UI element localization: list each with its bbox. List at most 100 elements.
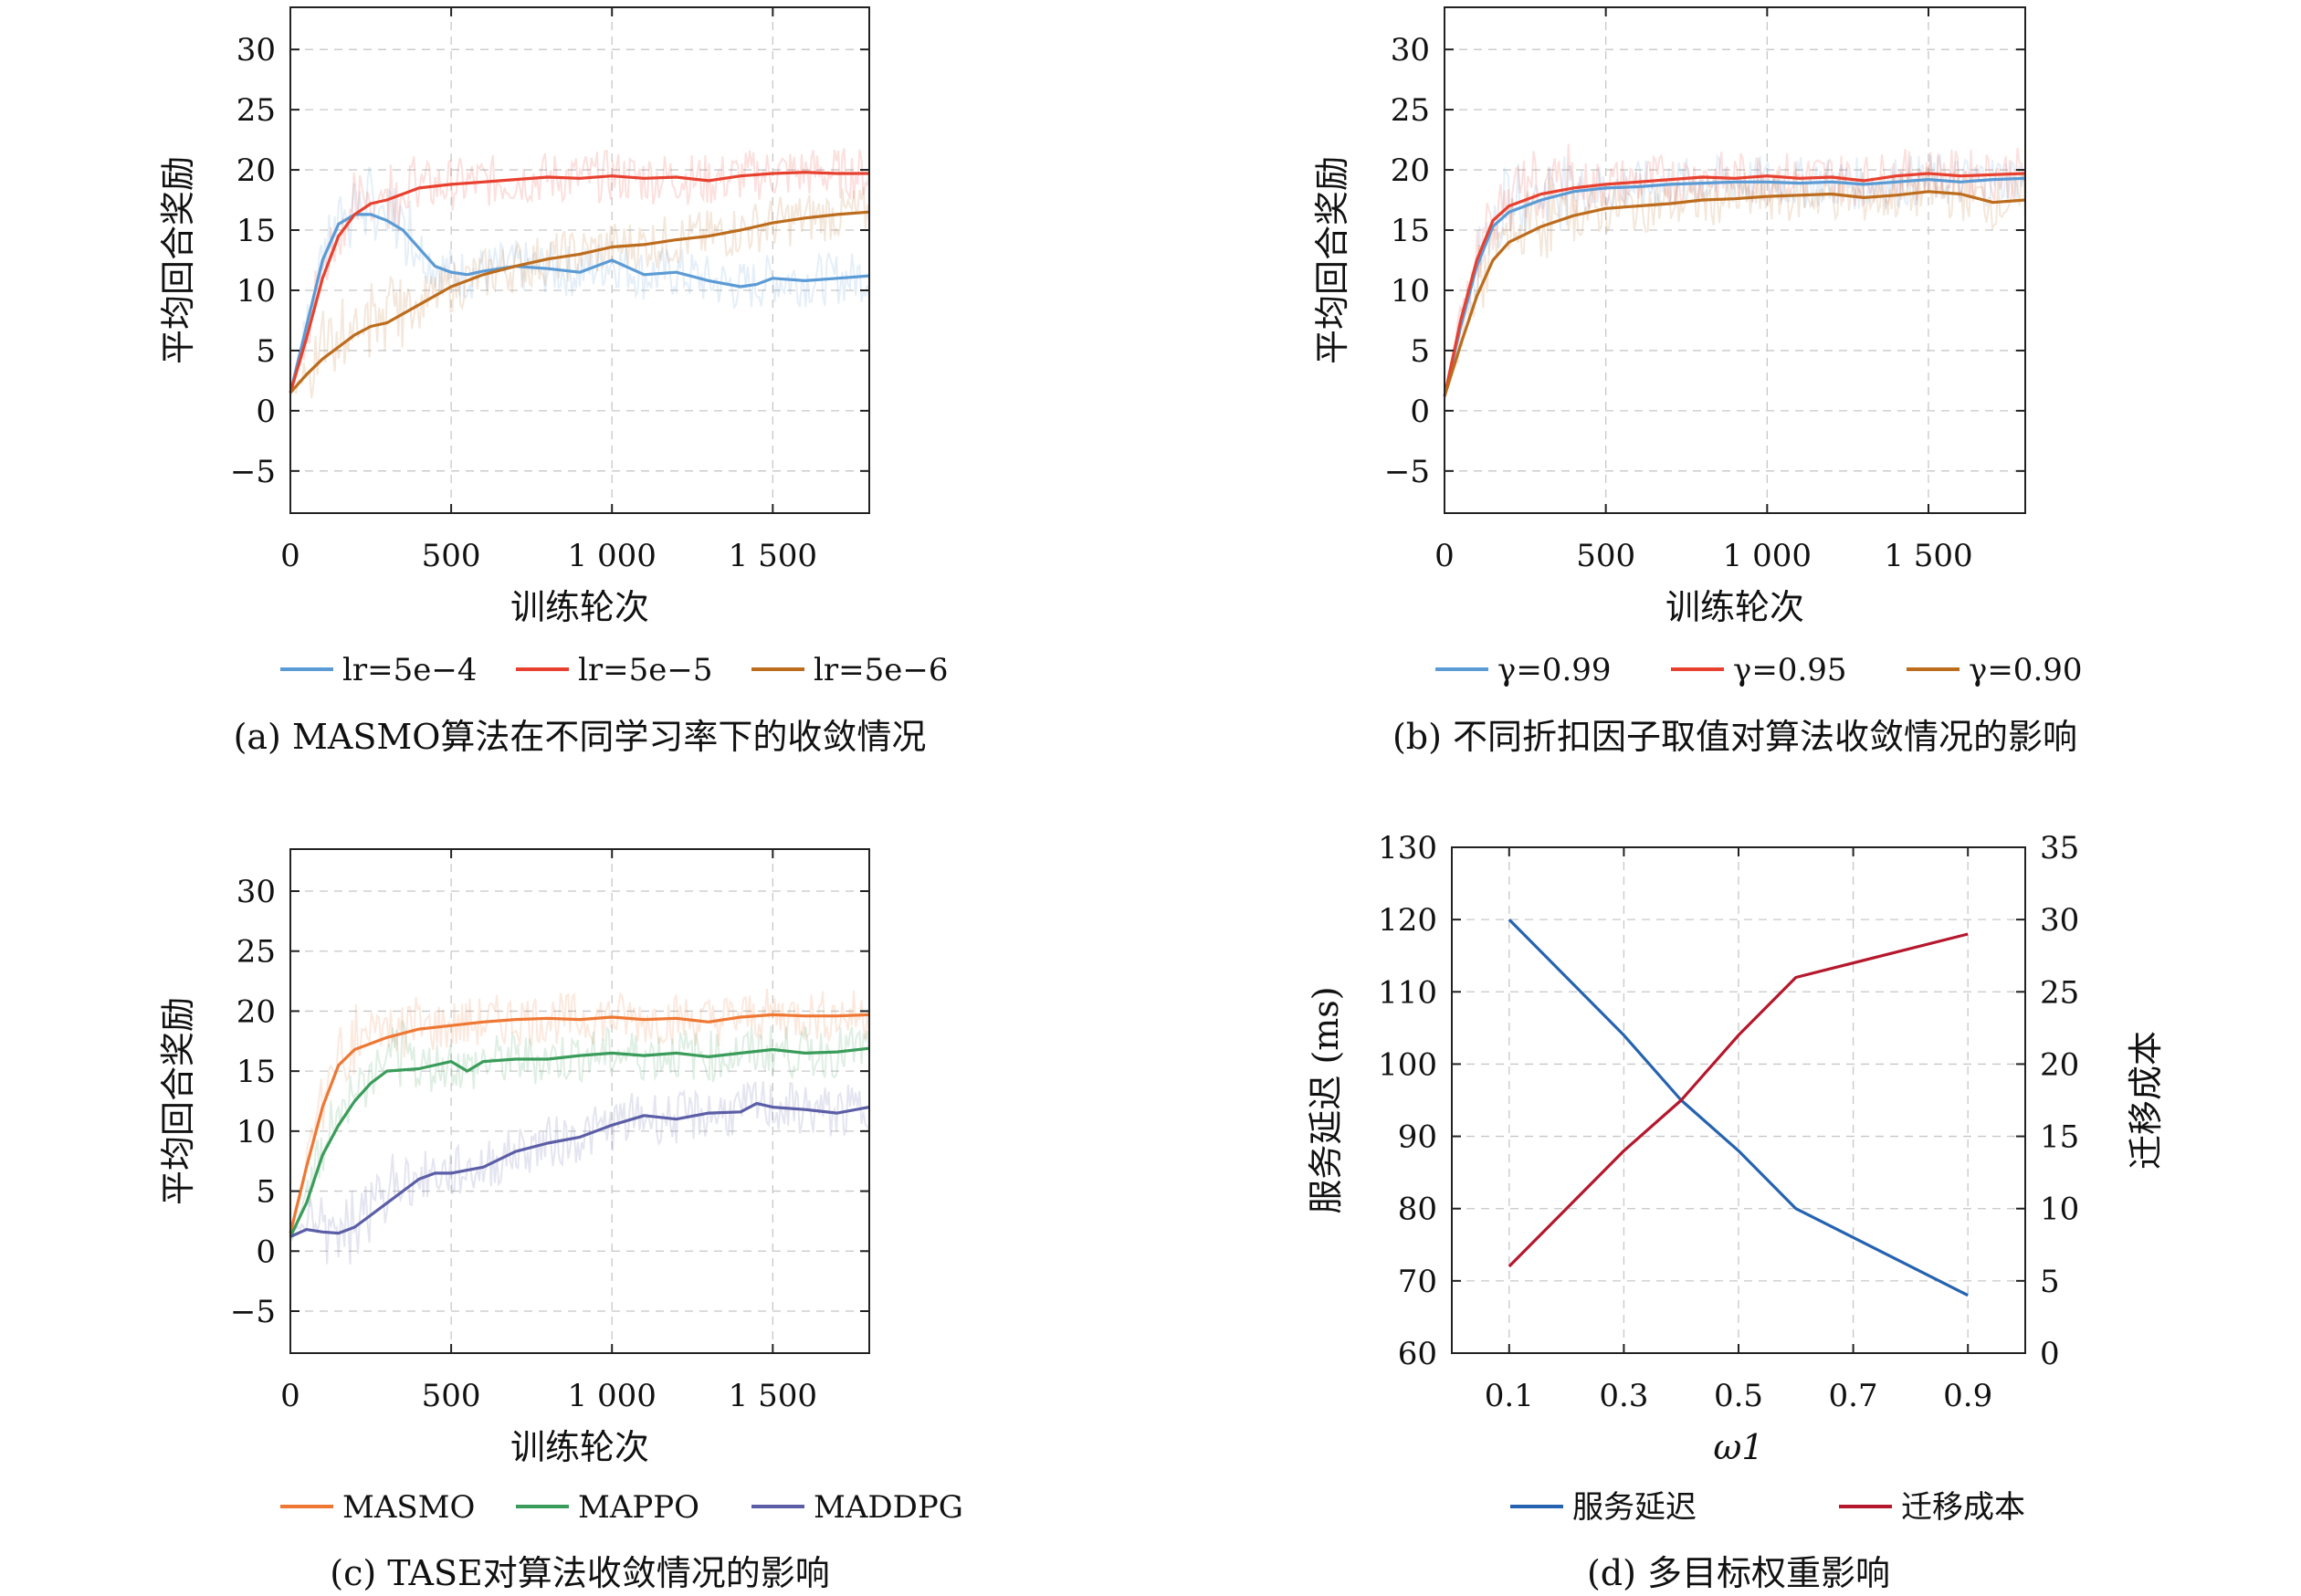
y-axis-title: 平均回合奖励 xyxy=(158,997,198,1205)
x-tick-label: 1 000 xyxy=(1723,538,1812,574)
y-tick-label: −5 xyxy=(230,454,276,490)
y-tick-label: 20 xyxy=(236,152,276,189)
series-line xyxy=(1443,172,2026,397)
x-tick-label: 1 500 xyxy=(1884,538,1972,574)
legend-label: lr=5e−6 xyxy=(814,652,949,688)
series-raw-band xyxy=(289,166,870,394)
legend-label: γ=0.99 xyxy=(1497,652,1612,688)
y-tick-label: 80 xyxy=(1398,1192,1437,1228)
series-raw-band xyxy=(289,1020,870,1243)
y-tick-label: 0 xyxy=(256,394,276,430)
y2-tick-label: 20 xyxy=(2040,1046,2079,1083)
panel-d: 60 70 80 90 100 110 120 130 0 5 10 15 20 25 30 35 0.1 0.3… xyxy=(1306,830,2166,1593)
x-tick-label: 0 xyxy=(1434,538,1455,574)
panel-caption: (c) TASE对算法收敛情况的影响 xyxy=(330,1553,830,1593)
y2-tick-label: 10 xyxy=(2040,1192,2079,1228)
legend-label: MASMO xyxy=(342,1489,475,1526)
grid xyxy=(1452,846,2025,1354)
series-line xyxy=(1508,932,1969,1268)
y2-tick-label: 5 xyxy=(2040,1264,2060,1300)
x-tick-label: 1 500 xyxy=(729,1378,817,1414)
y-tick-label: 20 xyxy=(1391,152,1430,189)
legend-label: lr=5e−5 xyxy=(578,652,713,688)
y2-tick-label: 30 xyxy=(2040,902,2079,939)
series-line xyxy=(289,171,869,394)
legend-label: 迁移成本 xyxy=(1901,1489,2025,1526)
y-tick-label: 60 xyxy=(1398,1336,1437,1372)
series-line xyxy=(289,1046,870,1238)
x-axis-title: 训练轮次 xyxy=(1665,587,1804,627)
series-line xyxy=(289,1013,870,1234)
series-line xyxy=(289,210,870,394)
legend-label: 服务延迟 xyxy=(1572,1489,1697,1526)
y-tick-label: 15 xyxy=(236,1054,276,1090)
y-tick-label: 10 xyxy=(236,273,276,310)
x-tick-label: 0.9 xyxy=(1943,1378,1992,1414)
y-tick-label: 30 xyxy=(236,874,276,910)
y-tick-label: 25 xyxy=(1391,92,1430,129)
series-line xyxy=(1443,176,2026,397)
x-axis-title: ω1 xyxy=(1713,1427,1763,1467)
x-tick-label: 0.3 xyxy=(1599,1378,1648,1414)
x-tick-label: 500 xyxy=(422,538,481,574)
y-tick-label: 20 xyxy=(236,993,276,1030)
series-raw-band xyxy=(289,148,870,397)
y-axis-title: 服务延迟 (ms) xyxy=(1306,986,1346,1213)
y-tick-label: −5 xyxy=(230,1294,276,1330)
y-tick-label: 15 xyxy=(1391,213,1430,249)
y2-tick-label: 0 xyxy=(2040,1336,2060,1372)
x-tick-label: 0.1 xyxy=(1485,1378,1534,1414)
plot-frame xyxy=(289,6,870,514)
y-tick-label: 120 xyxy=(1378,902,1437,939)
y-tick-label: 100 xyxy=(1378,1046,1437,1083)
y-tick-label: 5 xyxy=(256,333,276,370)
y2-axis-title: 迁移成本 xyxy=(2126,1031,2166,1170)
x-tick-label: 0 xyxy=(280,1378,300,1414)
grid xyxy=(289,849,869,1353)
panel-caption: (b) 不同折扣因子取值对算法收敛情况的影响 xyxy=(1392,717,2077,757)
y2-tick-label: 15 xyxy=(2040,1119,2079,1156)
x-axis-title: 训练轮次 xyxy=(510,587,649,627)
panel-caption: (d) 多目标权重影响 xyxy=(1587,1553,1890,1593)
series-raw-band xyxy=(1444,164,2026,399)
panel-caption: (a) MASMO算法在不同学习率下的收敛情况 xyxy=(234,717,927,757)
y-tick-label: 30 xyxy=(236,32,276,68)
x-tick-label: 0.5 xyxy=(1714,1378,1763,1414)
legend-label: MAPPO xyxy=(578,1489,699,1526)
x-tick-label: 500 xyxy=(422,1378,481,1414)
series-raw-band xyxy=(289,1081,870,1265)
x-tick-label: 0.7 xyxy=(1829,1378,1878,1414)
series-raw-band xyxy=(289,988,870,1239)
series-line xyxy=(289,1101,870,1238)
plot-frame xyxy=(289,848,870,1354)
y-tick-label: 5 xyxy=(256,1174,276,1211)
y2-tick-label: 35 xyxy=(2040,830,2079,866)
y-axis-title: 平均回合奖励 xyxy=(1312,156,1352,364)
y-tick-label: 90 xyxy=(1398,1119,1437,1156)
series-line xyxy=(1508,918,1969,1297)
y-tick-label: 5 xyxy=(1410,333,1430,370)
y-tick-label: −5 xyxy=(1384,454,1430,490)
y-tick-label: 10 xyxy=(236,1114,276,1150)
y-tick-label: 25 xyxy=(236,934,276,971)
x-axis-title: 训练轮次 xyxy=(510,1427,649,1467)
y-tick-label: 130 xyxy=(1378,830,1437,866)
y-tick-label: 0 xyxy=(1410,394,1430,430)
y-tick-label: 15 xyxy=(236,213,276,249)
plot-frame xyxy=(1444,6,2026,514)
legend-label: lr=5e−4 xyxy=(342,652,478,688)
series-line xyxy=(289,213,870,394)
y-tick-label: 70 xyxy=(1398,1264,1437,1300)
legend-label: MADDPG xyxy=(814,1489,963,1526)
series-line xyxy=(1443,190,2026,397)
y-tick-label: 10 xyxy=(1391,273,1430,310)
legend-label: γ=0.95 xyxy=(1733,652,1847,688)
grid xyxy=(289,7,869,513)
y-tick-label: 0 xyxy=(256,1234,276,1270)
y-tick-label: 110 xyxy=(1378,974,1437,1011)
x-tick-label: 1 500 xyxy=(729,538,817,574)
y-tick-label: 30 xyxy=(1391,32,1430,68)
